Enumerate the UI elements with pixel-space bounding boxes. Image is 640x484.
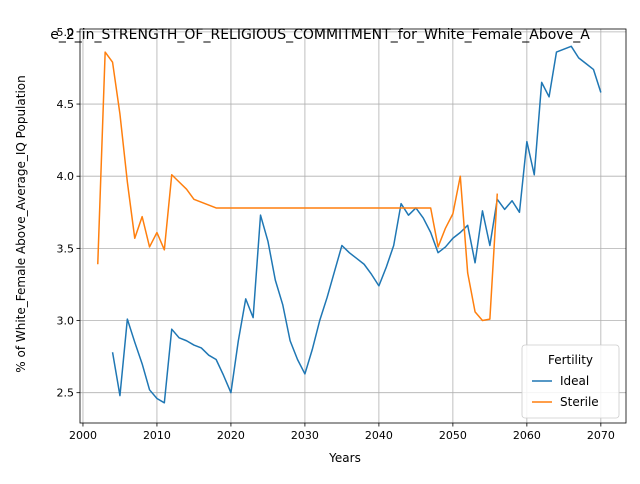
x-axis-label: Years <box>328 451 361 465</box>
legend: Fertility Ideal Sterile <box>521 344 620 419</box>
x-tick-label: 2020 <box>217 429 245 442</box>
x-tick-label: 2060 <box>513 429 541 442</box>
y-axis-ticks: 2.5 3.0 3.5 4.0 4.5 5.0 <box>57 26 80 400</box>
legend-box <box>521 344 620 419</box>
series-line-ideal <box>111 45 602 404</box>
x-tick-label: 2010 <box>143 429 171 442</box>
y-tick-label: 2.5 <box>57 387 75 400</box>
x-tick-label: 2030 <box>291 429 319 442</box>
x-axis-ticks: 2000 2010 2020 2030 2040 2050 2060 2070 <box>69 423 615 442</box>
legend-title: Fertility <box>548 353 593 367</box>
plot-frame <box>79 28 627 424</box>
legend-label-ideal: Ideal <box>560 374 589 388</box>
y-tick-label: 3.5 <box>57 242 75 255</box>
y-tick-label: 4.0 <box>57 170 75 183</box>
y-tick-label: 3.0 <box>57 315 75 328</box>
x-tick-label: 2040 <box>365 429 393 442</box>
series-line-sterile <box>97 51 499 322</box>
y-axis-label: % of White_Female Above_Average_IQ Popul… <box>14 75 28 372</box>
y-tick-label: 5.0 <box>57 26 75 39</box>
chart-title: e_2_in_STRENGTH_OF_RELIGIOUS_COMMITMENT_… <box>50 27 590 43</box>
y-tick-label: 4.5 <box>57 98 75 111</box>
x-tick-label: 2070 <box>587 429 615 442</box>
x-tick-label: 2050 <box>439 429 467 442</box>
legend-label-sterile: Sterile <box>560 395 599 409</box>
x-tick-label: 2000 <box>69 429 97 442</box>
series-lines <box>97 45 602 404</box>
